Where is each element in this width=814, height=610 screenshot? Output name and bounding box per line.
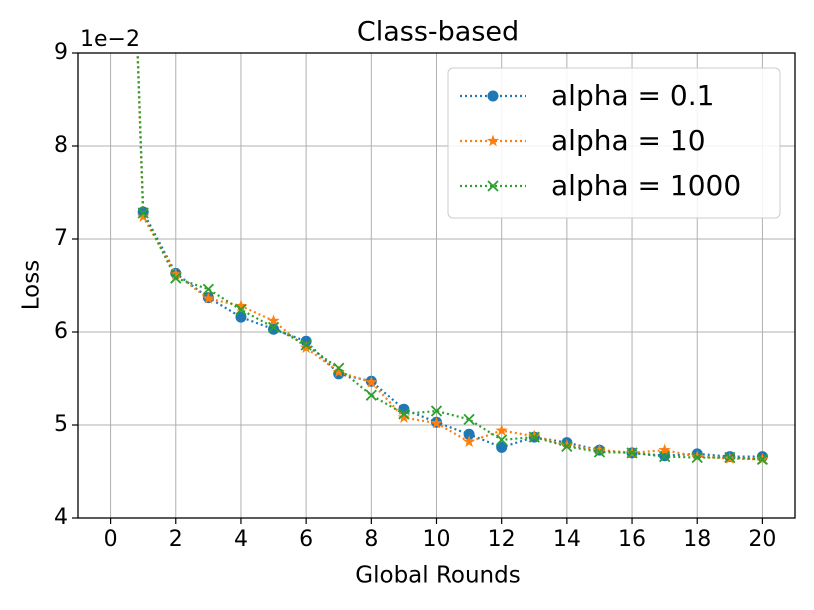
legend-label: alpha = 10 [551, 124, 706, 157]
marker [267, 321, 280, 333]
legend-marker [487, 180, 499, 192]
x-tick-label: 16 [618, 527, 646, 552]
marker [202, 292, 215, 304]
marker [137, 210, 150, 222]
marker [724, 451, 736, 464]
legend-label: alpha = 0.1 [551, 79, 714, 112]
x-tick-label: 8 [364, 527, 378, 552]
marker [430, 416, 443, 429]
marker [267, 314, 280, 327]
x-tick-label: 20 [748, 527, 776, 552]
marker [463, 413, 475, 426]
marker [300, 339, 312, 351]
marker [495, 424, 508, 436]
marker [235, 304, 247, 316]
x-tick-label: 10 [423, 527, 451, 552]
marker [691, 450, 704, 462]
marker [170, 272, 182, 284]
x-tick-label: 0 [104, 527, 118, 552]
marker [300, 335, 312, 347]
marker [235, 311, 247, 323]
marker [430, 405, 443, 417]
legend-marker [487, 90, 499, 102]
x-tick-label: 4 [234, 527, 248, 552]
marker [626, 447, 638, 459]
x-axis-label: Global Rounds [355, 563, 520, 589]
y-axis-label: Loss [19, 260, 45, 310]
series-line [136, 53, 763, 461]
legend-box [447, 67, 781, 219]
marker [462, 435, 476, 447]
x-tick-label: 18 [683, 527, 711, 552]
x-tick-label: 12 [488, 527, 516, 552]
y-tick-label: 6 [54, 319, 68, 344]
marker [756, 453, 769, 466]
marker [169, 267, 182, 280]
y-tick-label: 5 [54, 412, 68, 437]
plot-area [136, 53, 769, 466]
marker [398, 408, 410, 420]
marker [658, 450, 671, 463]
chart-title: Class-based [357, 17, 519, 48]
y-tick-label: 7 [54, 226, 68, 251]
marker [332, 365, 345, 378]
marker [528, 429, 541, 442]
y-offset-label: 1e−2 [80, 27, 140, 52]
marker [560, 438, 574, 451]
marker [365, 389, 377, 401]
marker [593, 443, 606, 456]
marker [528, 431, 540, 443]
marker [137, 207, 149, 219]
series-line [136, 53, 763, 461]
x-tick-label: 14 [553, 527, 581, 552]
marker [333, 362, 345, 374]
marker [496, 441, 508, 453]
legend-marker [486, 134, 500, 147]
legend-label: alpha = 1000 [551, 169, 741, 202]
y-tick-label: 9 [54, 40, 68, 65]
marker [561, 440, 573, 453]
marker [593, 446, 606, 458]
y-tick-label: 8 [54, 133, 68, 158]
x-tick-label: 6 [299, 527, 313, 552]
marker [397, 411, 411, 423]
marker [691, 451, 703, 464]
marker [202, 283, 215, 295]
marker [234, 299, 248, 312]
marker [658, 443, 671, 456]
marker [496, 434, 508, 446]
marker [299, 341, 313, 354]
marker [463, 428, 475, 440]
x-tick-label: 2 [169, 527, 183, 552]
plot-frame [77, 52, 796, 519]
marker [365, 375, 378, 388]
y-tick-label: 4 [54, 505, 68, 530]
